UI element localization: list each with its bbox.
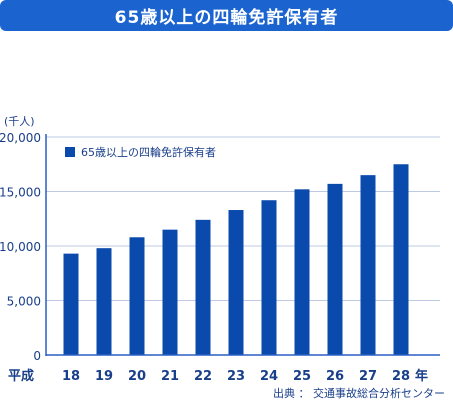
x-tick-label: 28 <box>392 369 410 384</box>
y-tick-label: 5,000 <box>7 295 41 309</box>
bar <box>195 219 211 355</box>
x-tick-label: 27 <box>359 369 377 384</box>
y-tick-label: 20,000 <box>0 131 41 145</box>
bar <box>96 248 112 355</box>
y-tick-label: 10,000 <box>0 240 41 254</box>
bar <box>129 237 145 355</box>
legend-label: 65歳以上の四輪免許保有者 <box>81 145 216 159</box>
x-category-labels: 18 19 20 21 22 23 24 25 26 27 28 <box>62 369 410 384</box>
source-note: 出典 ： 交通事故総合分析センター <box>273 386 445 400</box>
x-tick-label: 18 <box>62 369 80 384</box>
x-tick-label: 23 <box>227 369 245 384</box>
x-tick-label: 22 <box>194 369 212 384</box>
x-tick-label: 25 <box>293 369 311 384</box>
x-tick-label: 20 <box>128 369 146 384</box>
chart-title: 65歳以上の四輪免許保有者 <box>114 8 339 28</box>
title-banner: 65歳以上の四輪免許保有者 <box>0 0 453 31</box>
bar <box>393 164 409 355</box>
y-tick-labels: 0 5,000 10,000 15,000 20,000 <box>0 131 41 363</box>
x-tick-label: 21 <box>161 369 179 384</box>
bar <box>63 253 79 355</box>
x-tick-label: 19 <box>95 369 113 384</box>
y-tick-label: 0 <box>33 349 41 363</box>
x-year-suffix: 年 <box>415 368 428 384</box>
bar <box>162 229 178 355</box>
y-tick-label: 15,000 <box>0 186 41 200</box>
legend-swatch <box>65 147 75 157</box>
x-era-prefix: 平成 <box>8 368 34 384</box>
y-unit-label: (千人) <box>4 115 35 128</box>
bar <box>327 183 343 355</box>
x-tick-label: 24 <box>260 369 278 384</box>
bar <box>228 210 244 355</box>
x-tick-label: 26 <box>326 369 344 384</box>
bar <box>261 200 277 355</box>
bar <box>360 175 376 355</box>
bars <box>63 164 409 355</box>
bar <box>294 189 310 355</box>
